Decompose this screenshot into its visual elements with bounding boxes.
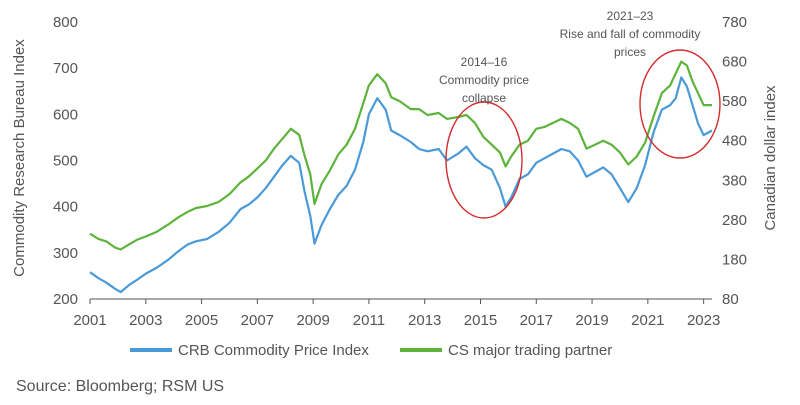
annotation-2022-line-2: Rise and fall of commodity xyxy=(560,27,701,41)
y-tick-600: 600 xyxy=(53,106,78,123)
annotation-2015-line-1: 2014–16 xyxy=(461,55,508,69)
x-tick-2023: 2023 xyxy=(687,312,720,329)
annotation-circle-2022 xyxy=(639,49,721,159)
x-tick-2001: 2001 xyxy=(73,312,106,329)
x-tick-2021: 2021 xyxy=(631,312,664,329)
y-tick-700: 700 xyxy=(53,60,78,77)
x-tick-2005: 2005 xyxy=(185,312,218,329)
legend-label-cs: CS major trading partner xyxy=(448,342,612,359)
annotation-2022-line-3: prices xyxy=(614,45,646,59)
y2-tick-780: 780 xyxy=(722,14,747,31)
y-tick-400: 400 xyxy=(53,199,78,216)
y-tick-800: 800 xyxy=(53,14,78,31)
y2-tick-680: 680 xyxy=(722,54,747,71)
annotation-2022-line-1: 2021–23 xyxy=(607,9,654,23)
y-axis-left: 200 300 400 500 600 700 800 xyxy=(53,14,78,308)
y2-tick-180: 180 xyxy=(722,251,747,268)
x-tick-2015: 2015 xyxy=(464,312,497,329)
annotation-2015-line-3: collapse xyxy=(462,91,506,105)
x-axis: 2001 2003 2005 2007 2009 2011 2013 2015 2017 2019… xyxy=(73,298,720,329)
x-tick-2013: 2013 xyxy=(408,312,441,329)
series-layer xyxy=(89,60,713,294)
y-tick-300: 300 xyxy=(53,245,78,262)
source-note: Source: Bloomberg; RSM US xyxy=(16,378,225,395)
x-tick-2009: 2009 xyxy=(296,312,329,329)
series-line-crb-commodity-price-index xyxy=(89,76,713,294)
y2-tick-580: 580 xyxy=(722,93,747,110)
y2-tick-280: 280 xyxy=(722,212,747,229)
x-tick-2017: 2017 xyxy=(520,312,553,329)
series-line-cs-major-trading-partner xyxy=(89,60,712,251)
annotation-circle-2015 xyxy=(445,101,523,219)
x-tick-2003: 2003 xyxy=(129,312,162,329)
legend-label-crb: CRB Commodity Price Index xyxy=(178,342,369,359)
x-tick-2011: 2011 xyxy=(353,312,385,329)
x-tick-2007: 2007 xyxy=(241,312,274,329)
legend: CRB Commodity Price Index CS major tradi… xyxy=(130,342,612,359)
y-axis-title: Commodity Research Bureau Index xyxy=(11,39,28,277)
y2-tick-380: 380 xyxy=(722,172,747,189)
y-tick-200: 200 xyxy=(53,291,78,308)
y-axis-right: 80 180 280 380 480 580 680 780 xyxy=(722,14,747,308)
y2-tick-480: 480 xyxy=(722,133,747,150)
y2-axis-title: Canadian dollar index xyxy=(762,85,779,231)
x-tick-2019: 2019 xyxy=(575,312,608,329)
y-tick-500: 500 xyxy=(53,153,78,170)
y2-tick-80: 80 xyxy=(722,291,739,308)
chart: 200 300 400 500 600 700 800 80 180 280 380 480 580 6… xyxy=(11,9,779,359)
annotation-2015-line-2: Commodity price xyxy=(439,73,529,87)
